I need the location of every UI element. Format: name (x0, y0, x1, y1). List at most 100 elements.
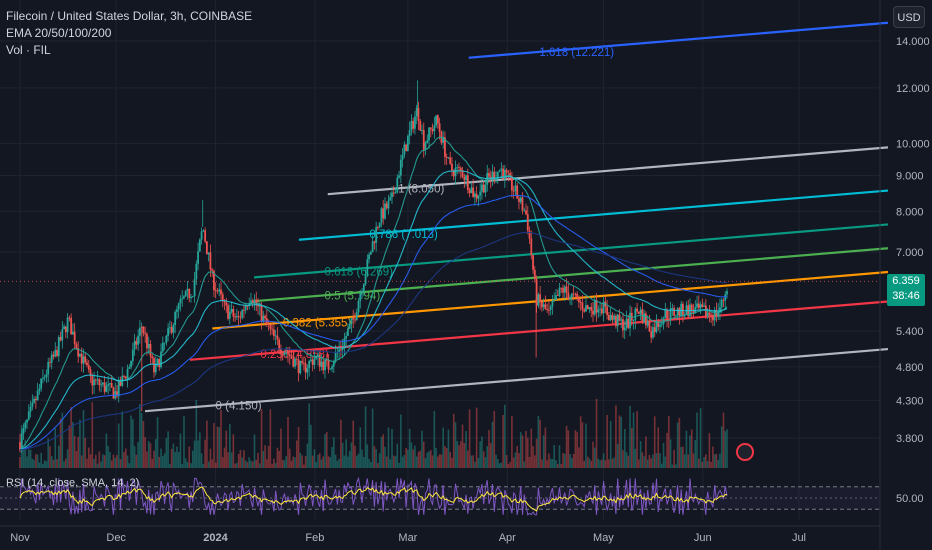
candle-body (168, 327, 171, 329)
candle-body (299, 361, 302, 374)
volume-bar (142, 421, 145, 468)
candle-body (290, 355, 293, 359)
candle-body (449, 157, 452, 164)
time-tick-label: Mar (398, 532, 417, 544)
candle-body (569, 297, 571, 300)
volume-bar (158, 457, 161, 468)
volume-bar (336, 460, 339, 468)
volume-bar (556, 464, 559, 468)
volume-bar (595, 398, 598, 468)
volume-bar (292, 456, 295, 468)
candle-body (184, 290, 187, 297)
candle-body (221, 294, 224, 301)
volume-bar (489, 442, 492, 468)
price-tick-label: 9.000 (896, 171, 924, 183)
candle-body (123, 375, 125, 377)
volume-bar (65, 458, 67, 468)
candle-body (366, 259, 369, 276)
candle-body (174, 311, 177, 325)
volume-bar (715, 453, 718, 468)
volume-bar (724, 431, 727, 468)
volume-bar (36, 454, 39, 468)
volume-bar (638, 459, 640, 468)
volume-bar (687, 454, 690, 468)
volume-bar (154, 439, 157, 468)
candle-body (325, 359, 328, 361)
candle-body (315, 355, 318, 359)
candle-body (285, 352, 288, 354)
currency-button[interactable]: USD (893, 6, 925, 28)
candle-body (368, 254, 370, 260)
volume-bar (303, 464, 305, 468)
volume-bar (396, 443, 399, 468)
volume-bar (308, 403, 310, 468)
volume-bar (678, 417, 681, 468)
volume-bar (345, 439, 347, 468)
fib-level-label: 0.618 (6.269) (325, 267, 394, 279)
volume-bar (523, 461, 526, 468)
volume-bar (213, 423, 215, 468)
volume-bar (585, 423, 587, 468)
time-tick-label: May (593, 532, 614, 544)
volume-bar (59, 418, 62, 468)
candle-body (553, 299, 556, 302)
candle-body (45, 374, 48, 378)
volume-bar (407, 449, 409, 468)
volume-bar (193, 440, 196, 468)
candle-body (692, 310, 695, 314)
candle-body (301, 361, 303, 363)
volume-bar (539, 419, 541, 468)
rsi-indicator-label[interactable]: RSI (14, close, SMA, 14, 2) (6, 477, 140, 489)
volume-bar (616, 443, 619, 468)
volume-bar (56, 459, 58, 468)
candle-body (680, 303, 683, 316)
volume-bar (70, 407, 72, 468)
volume-bar (454, 422, 457, 468)
candle-body (623, 327, 626, 331)
volume-bar (467, 450, 469, 468)
volume-bar (578, 447, 580, 468)
candle-body (149, 343, 152, 357)
symbol-title[interactable]: Filecoin / United States Dollar, 3h, COI… (6, 9, 253, 23)
volume-bar (549, 458, 552, 468)
candle-body (20, 433, 23, 450)
volume-bar (456, 440, 459, 468)
volume-bar (389, 459, 392, 468)
candle-body (452, 170, 455, 177)
candle-body (426, 140, 429, 143)
candle-body (599, 308, 601, 310)
candle-body (391, 192, 393, 198)
volume-bar (366, 444, 369, 468)
volume-bar (514, 452, 517, 468)
price-tick-label: 3.800 (896, 433, 924, 445)
candle-body (313, 358, 316, 365)
candle-body (80, 353, 83, 364)
candle-body (271, 328, 274, 330)
candle-body (387, 200, 390, 209)
volume-bar (481, 436, 483, 468)
fib-level-label: 1.618 (12.221) (539, 47, 614, 59)
volume-bar (447, 429, 450, 468)
volume-bar (144, 437, 146, 468)
volume-bar (311, 455, 314, 468)
volume-bar (613, 457, 615, 468)
volume-bar (611, 458, 614, 468)
fib-channel[interactable]: 0 (4.150) 0.236 (4.858) 0.382 (5.355) 0.5 (… (144, 21, 889, 413)
volume-bar (338, 458, 340, 468)
volume-bar (348, 450, 351, 468)
candle-body (706, 312, 709, 317)
volume-indicator-label[interactable]: Vol · FIL (6, 43, 51, 57)
volume-bar (421, 430, 423, 468)
volume-bar (22, 445, 25, 468)
volume-bar (701, 461, 704, 468)
candle-body (445, 156, 448, 158)
candle-body (73, 331, 76, 344)
volume-bar (630, 428, 633, 468)
volume-bar (82, 410, 85, 468)
candle-body (660, 324, 663, 326)
volume-bar (426, 452, 429, 468)
ema-indicator-label[interactable]: EMA 20/50/100/200 (6, 26, 112, 40)
volume-bar (609, 421, 612, 468)
volume-bar (571, 458, 573, 468)
